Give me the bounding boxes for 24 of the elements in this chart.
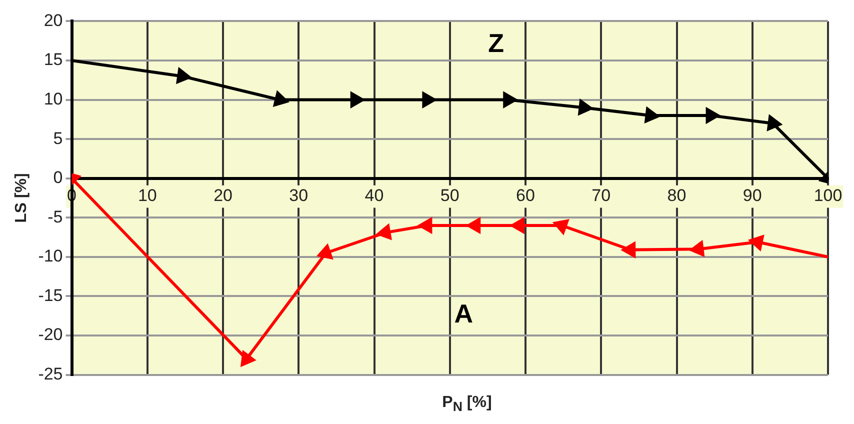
x-tick-label: 30 bbox=[289, 186, 308, 206]
y-tick-label: 0 bbox=[53, 168, 63, 188]
y-tick-label: -10 bbox=[38, 246, 63, 266]
y-tick-label: 5 bbox=[53, 128, 63, 148]
y-tick-label: -20 bbox=[38, 325, 63, 344]
y-tick-label: 20 bbox=[44, 10, 63, 30]
x-tick-label: 50 bbox=[440, 186, 460, 206]
x-tick-label: 60 bbox=[516, 186, 535, 206]
y-tick-label: 10 bbox=[44, 89, 63, 108]
y-tick-label: -25 bbox=[38, 364, 63, 384]
x-axis-title: P$_{N}$ [%] bbox=[441, 394, 493, 414]
x-tick-label: 80 bbox=[667, 186, 686, 206]
y-tick-label: 15 bbox=[44, 50, 63, 70]
y-tick-label: -15 bbox=[38, 286, 63, 305]
y-axis-title: LS [%] bbox=[13, 173, 30, 223]
x-tick-label: 10 bbox=[138, 186, 157, 206]
x-tick-label: 70 bbox=[592, 186, 611, 206]
text: A bbox=[454, 298, 474, 329]
x-tick-label: 100 bbox=[814, 186, 842, 206]
series-label: Z bbox=[488, 28, 504, 58]
x-tick-label: 20 bbox=[214, 186, 232, 206]
x-tick-label: 90 bbox=[742, 186, 762, 206]
y-tick-label: -5 bbox=[48, 207, 63, 226]
x-tick-label: 40 bbox=[364, 186, 384, 206]
